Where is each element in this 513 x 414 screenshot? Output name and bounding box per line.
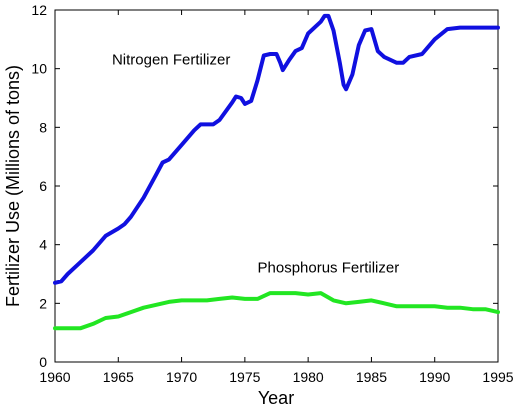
axis-ticks xyxy=(54,9,499,363)
y-tick-label: 4 xyxy=(39,237,47,253)
y-tick-label: 12 xyxy=(31,2,47,18)
series-line-1 xyxy=(53,291,500,331)
y-tick-label: 6 xyxy=(39,178,47,194)
x-tick-label: 1965 xyxy=(103,369,134,385)
y-tick-label: 8 xyxy=(39,119,47,135)
series-line-0 xyxy=(53,13,500,285)
series-group xyxy=(53,13,500,331)
x-tick-label: 1960 xyxy=(39,369,70,385)
x-tick-label: 1995 xyxy=(482,369,513,385)
tick-labels: 1960 1965 1970 1975 1980 1985 1990 1995 0 2 4 6 8 10 1… xyxy=(31,2,513,385)
annotation-label: Nitrogen Fertilizer xyxy=(112,51,230,68)
y-tick-label: 10 xyxy=(31,61,47,77)
annotation-label: Phosphorus Fertilizer xyxy=(258,260,400,277)
annotations-group: Nitrogen Fertilizer Phosphorus Fertilizer xyxy=(112,51,399,276)
x-tick-label: 1985 xyxy=(356,369,387,385)
x-tick-label: 1990 xyxy=(419,369,450,385)
y-tick-label: 0 xyxy=(39,354,47,370)
y-tick-label: 2 xyxy=(39,295,47,311)
y-axis-label: Fertilizer Use (Millions of tons) xyxy=(3,65,23,307)
x-tick-label: 1975 xyxy=(229,369,260,385)
x-axis-label: Year xyxy=(258,388,294,408)
x-tick-label: 1980 xyxy=(293,369,324,385)
x-tick-label: 1970 xyxy=(166,369,197,385)
